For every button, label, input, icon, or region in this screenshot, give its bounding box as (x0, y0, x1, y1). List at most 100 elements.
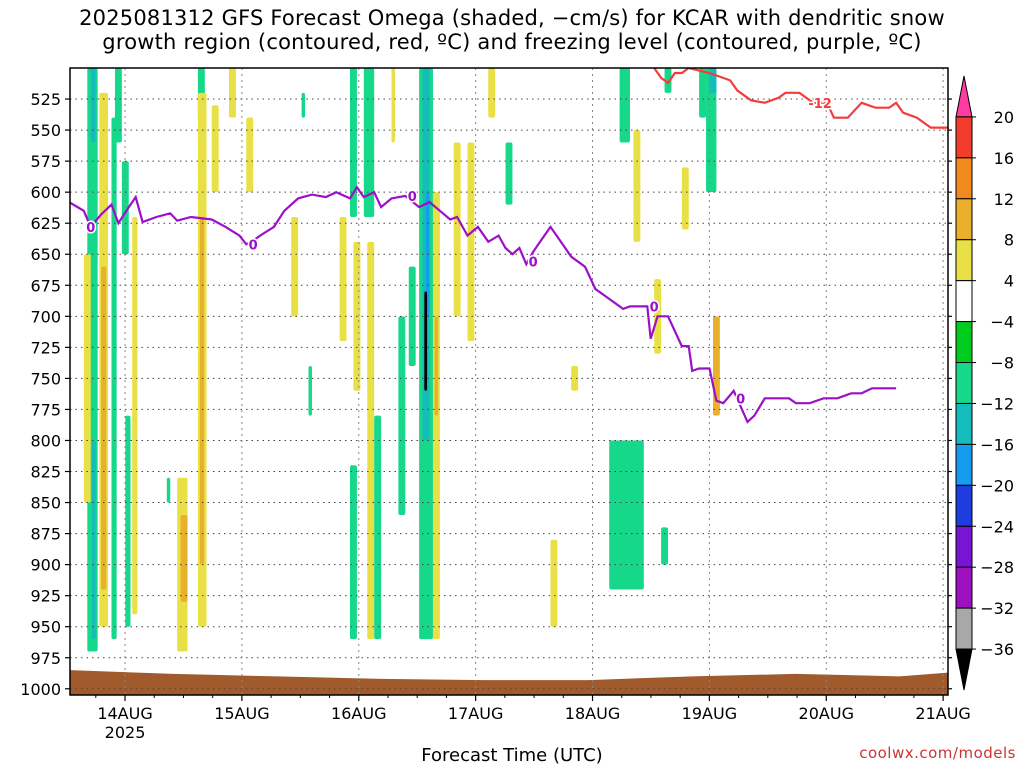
dgz-minus12-line (653, 68, 948, 129)
y-tick-label: 925 (30, 587, 61, 606)
x-tick-label: 19AUG (682, 704, 737, 723)
omega-cell (619, 68, 630, 143)
colorbar-swatch (955, 239, 973, 282)
title-line-2: growth region (contoured, red, ºC) and f… (102, 30, 922, 54)
omega-cell (661, 527, 669, 565)
omega-cell (633, 130, 641, 242)
colorbar-bottom-arrow (955, 648, 973, 691)
omega-cell (180, 514, 188, 602)
y-tick-label: 600 (30, 183, 61, 202)
x-tick-label: 21AUG (915, 704, 970, 723)
colorbar-label: −4 (990, 313, 1014, 332)
omega-cell (114, 68, 122, 143)
plot-content: 0 0 0 0 0 0 -12 (70, 68, 948, 695)
colorbar-label: −28 (980, 558, 1014, 577)
y-tick-label: 700 (30, 307, 61, 326)
omega-cell (349, 68, 357, 217)
colorbar: 20 16 12 8 4 −4 −8 −12 −16 −20 −24 −28 −32 −36 (955, 75, 1014, 691)
x-tick-label: 17AUG (448, 704, 503, 723)
colorbar-swatch (955, 525, 973, 568)
omega-cell (398, 316, 406, 515)
omega-cell (367, 241, 375, 640)
omega-cell (709, 68, 717, 93)
axes: 525 550 575 600 625 650 675 700 725 750 775 800 825 8… (20, 67, 971, 742)
plot-area: 0 0 0 0 0 0 -12 (70, 68, 948, 695)
colorbar-label: 12 (994, 190, 1014, 209)
y-tick-label: 525 (30, 90, 61, 109)
y-tick-label: 675 (30, 276, 61, 295)
colorbar-swatch (955, 157, 973, 200)
colorbar-label: −24 (980, 517, 1014, 536)
freezing-level-line (70, 185, 897, 424)
colorbar-swatch (955, 198, 973, 241)
colorbar-label: −32 (980, 599, 1014, 618)
y-tick-label: 975 (30, 649, 61, 668)
freezing-level-line-label: 0 (86, 221, 95, 236)
omega-cell (467, 142, 475, 342)
omega-cell (132, 216, 138, 615)
y-tick-label: 550 (30, 121, 61, 140)
colorbar-swatch (955, 280, 973, 323)
colorbar-label: 16 (994, 149, 1014, 168)
omega-cell (699, 68, 707, 118)
y-tick-label: 625 (30, 214, 61, 233)
omega-cell (90, 68, 96, 143)
credit-text: coolwx.com/models (859, 744, 1016, 762)
omega-cell (301, 92, 306, 118)
colorbar-swatch (955, 566, 973, 609)
omega-cell (291, 216, 299, 317)
x-tick-label: 18AUG (565, 704, 620, 723)
colorbar-label: −20 (980, 476, 1014, 495)
omega-cell (391, 68, 395, 143)
omega-cell (199, 216, 205, 565)
omega-cell (609, 440, 644, 590)
x-tick-sublabel: 2025 (105, 723, 146, 742)
colorbar-label: 20 (994, 108, 1014, 127)
omega-cell (424, 291, 428, 391)
omega-cell (349, 465, 357, 640)
omega-cell (374, 415, 382, 640)
omega-cell (571, 365, 579, 391)
y-tick-label: 950 (30, 618, 61, 637)
omega-cell (505, 142, 513, 205)
freezing-level-line-label: 0 (408, 190, 417, 205)
y-tick-label: 800 (30, 431, 61, 450)
colorbar-swatch (955, 116, 973, 159)
chart-title: 2025081312 GFS Forecast Omega (shaded, −… (0, 6, 1024, 54)
title-line-1: 2025081312 GFS Forecast Omega (shaded, −… (79, 6, 945, 30)
y-tick-label: 650 (30, 245, 61, 264)
y-tick-label: 900 (30, 556, 61, 575)
omega-cell (166, 477, 171, 503)
ground-fill (70, 670, 948, 695)
omega-cell (488, 68, 496, 118)
colorbar-swatch (955, 402, 973, 445)
plot-frame (69, 67, 949, 696)
y-tick-label: 875 (30, 525, 61, 544)
colorbar-label: −36 (980, 640, 1014, 659)
x-tick-label: 20AUG (799, 704, 854, 723)
y-tick-label: 825 (30, 463, 61, 482)
dgz-minus12-line-label: -12 (808, 97, 832, 112)
colorbar-label: −8 (990, 354, 1014, 373)
colorbar-label: 8 (1004, 231, 1014, 250)
omega-cell (550, 539, 558, 627)
colorbar-label: −16 (980, 435, 1014, 454)
colorbar-swatch (955, 607, 973, 650)
omega-cell (681, 167, 689, 230)
x-axis-label: Forecast Time (UTC) (421, 745, 603, 766)
x-tick-label: 14AUG (97, 704, 152, 723)
omega-cell (229, 68, 236, 118)
omega-cell (211, 105, 219, 193)
freezing-level-line-label: 0 (736, 392, 745, 407)
y-tick-label: 575 (30, 152, 61, 171)
omega-cell (92, 440, 96, 640)
omega-cell (434, 316, 439, 416)
y-tick-label: 775 (30, 400, 61, 419)
freezing-level-line-label: 0 (650, 300, 659, 315)
colorbar-label: 4 (1004, 272, 1014, 291)
colorbar-swatch (955, 321, 973, 364)
y-tick-label: 1000 (20, 680, 61, 699)
freezing-level-line-label: 0 (529, 256, 538, 271)
y-tick-label: 750 (30, 369, 61, 388)
